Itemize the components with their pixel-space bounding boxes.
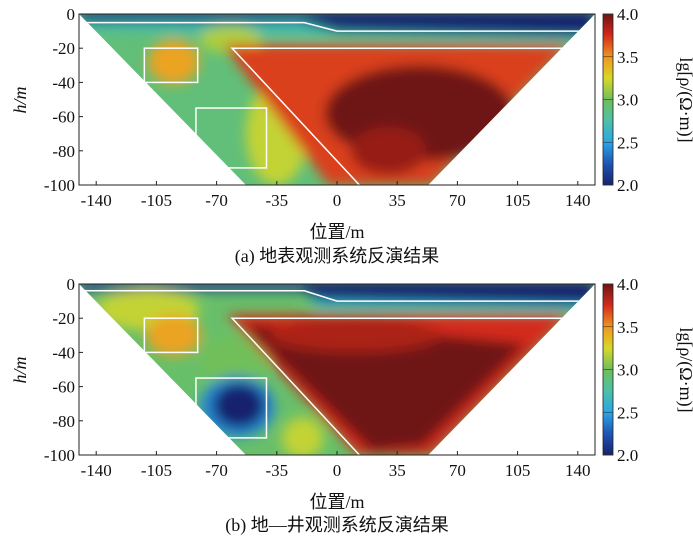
resistivity-anomaly — [199, 335, 269, 387]
resistivity-region — [242, 325, 527, 452]
resistivity-region — [304, 299, 595, 310]
x-tick-label: 0 — [333, 461, 342, 480]
x-tick-label: -140 — [81, 191, 112, 210]
colorbar: 4.0 3.5 3.0 2.5 2.0 — [602, 275, 638, 465]
x-tick-label: 35 — [389, 191, 406, 210]
colorbar-tick-label: 2.0 — [617, 176, 638, 195]
y-tick-label: -80 — [52, 412, 75, 431]
x-axis-label: 位置/m — [309, 222, 364, 242]
x-tick-label: 35 — [389, 461, 406, 480]
resistivity-region — [304, 14, 595, 37]
colorbar-label: lg[ρ/(Ω·m)] — [675, 57, 693, 142]
y-tick-label: -40 — [52, 73, 75, 92]
y-tick-label: -100 — [44, 446, 75, 465]
y-tick-label: -80 — [52, 142, 75, 161]
x-axis-label: 位置/m — [309, 492, 364, 512]
resistivity-region — [304, 284, 595, 305]
resistivity-anomaly — [350, 126, 427, 175]
anomaly-box — [143, 317, 199, 354]
colorbar: 4.0 3.5 3.0 2.5 2.0 — [602, 5, 638, 195]
colorbar-tick-label: 3.0 — [617, 91, 638, 110]
resistivity-anomaly — [268, 318, 441, 353]
surface-boundary-line — [82, 290, 583, 302]
x-tick-label: -70 — [205, 461, 228, 480]
colorbar-tick-label: 3.0 — [617, 361, 638, 380]
resistivity-anomaly — [146, 314, 202, 356]
colorbar-tick-label: 4.0 — [617, 5, 638, 24]
y-tick-label: -20 — [52, 309, 75, 328]
anomaly-box — [143, 47, 199, 84]
y-tick-label: 0 — [67, 275, 76, 294]
x-tick-label: -105 — [141, 191, 172, 210]
resistivity-region — [79, 284, 305, 291]
x-tick-label: -140 — [81, 461, 112, 480]
resistivity-region — [79, 22, 595, 42]
surface-boundary-line — [82, 21, 583, 32]
panel-b-surface-borehole-inversion: 4.0 3.5 3.0 2.5 2.0 -140 -105 -70 -35 0 35 70 105 14… — [10, 275, 693, 536]
resistivity-region — [79, 14, 305, 22]
heatmap-plot — [79, 14, 595, 186]
x-tick-label: -70 — [205, 191, 228, 210]
x-tick-label: 70 — [449, 461, 466, 480]
y-axis-label: h/m — [10, 356, 30, 383]
figure-caption: (a) 地表观测系统反演结果 — [235, 246, 439, 267]
resistivity-anomaly — [213, 383, 265, 428]
y-tick-label: -60 — [52, 378, 75, 397]
x-tick-label: 105 — [505, 191, 531, 210]
y-tick-label: 0 — [67, 5, 76, 24]
y-tick-label: -20 — [52, 39, 75, 58]
x-tick-label: 105 — [505, 461, 531, 480]
y-tick-label: -100 — [44, 176, 75, 195]
resistivity-anomaly — [147, 39, 200, 85]
colorbar-tick-label: 2.5 — [617, 133, 638, 152]
colorbar-label: lg[ρ/(Ω·m)] — [675, 327, 693, 412]
heatmap-plot — [79, 284, 595, 456]
fault-boundary-line — [230, 317, 563, 456]
colorbar-tick-label: 2.0 — [617, 446, 638, 465]
y-tick-label: -60 — [52, 108, 75, 127]
x-tick-label: -35 — [265, 461, 288, 480]
fault-boundary-line — [230, 47, 563, 186]
anomaly-box — [195, 107, 268, 169]
y-axis-label: h/m — [10, 86, 30, 113]
colorbar-tick-label: 2.5 — [617, 403, 638, 422]
anomaly-box — [195, 377, 268, 439]
figure-caption: (b) 地—井观测系统反演结果 — [225, 515, 449, 536]
panel-a-surface-inversion: 4.0 3.5 3.0 2.5 2.0 -140 -105 -70 -35 0 35 70 105 14… — [10, 5, 693, 267]
x-tick-label: 140 — [565, 191, 591, 210]
x-tick-label: 70 — [449, 191, 466, 210]
y-tick-label: -40 — [52, 343, 75, 362]
x-tick-label: -105 — [141, 461, 172, 480]
resistivity-anomaly — [281, 417, 324, 455]
x-tick-label: 0 — [333, 191, 342, 210]
x-tick-label: -35 — [265, 191, 288, 210]
colorbar-tick-label: 3.5 — [617, 48, 638, 67]
colorbar-tick-label: 4.0 — [617, 275, 638, 294]
x-tick-label: 140 — [565, 461, 591, 480]
colorbar-tick-label: 3.5 — [617, 318, 638, 337]
axes: -140 -105 -70 -35 0 35 70 105 140 0 -20 -40 -60 -80 -1… — [44, 5, 596, 210]
axes: -140 -105 -70 -35 0 35 70 105 140 0 -20 -40 -60 -80 -1… — [44, 275, 596, 480]
